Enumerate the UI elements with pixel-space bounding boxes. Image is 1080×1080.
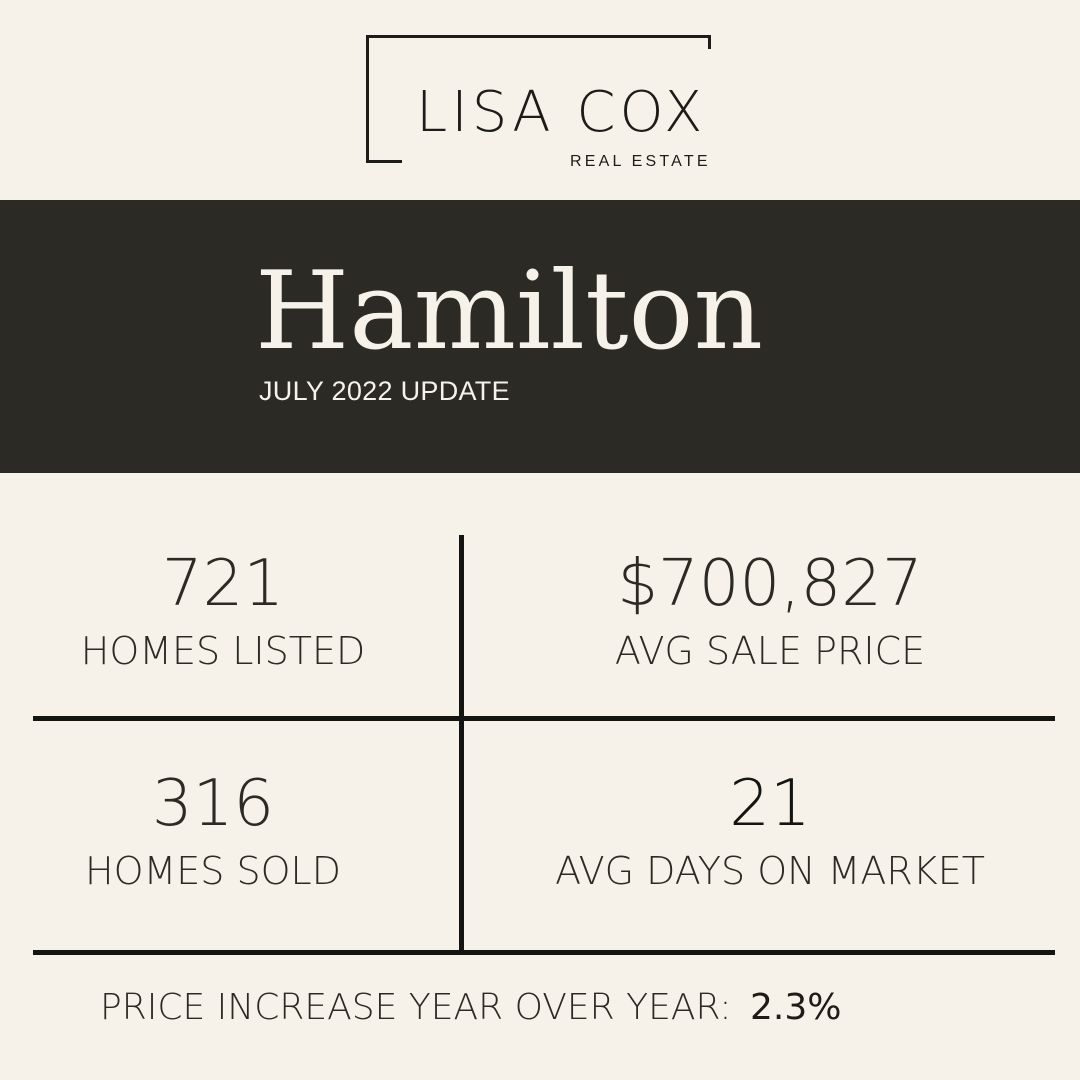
stat-label: AVG DAYS ON MARKET bbox=[555, 849, 985, 893]
stat-value: 316 bbox=[151, 767, 275, 841]
price-increase-value: 2.3% bbox=[749, 987, 842, 1028]
stat-value: $700,827 bbox=[617, 547, 923, 621]
city-title: Hamilton bbox=[255, 249, 764, 374]
stat-homes-listed: 721 HOMES LISTED bbox=[33, 552, 413, 670]
stat-label: HOMES LISTED bbox=[80, 629, 366, 673]
price-increase-label: PRICE INCREASE YEAR OVER YEAR: bbox=[100, 987, 732, 1028]
stat-homes-sold: 316 HOMES SOLD bbox=[23, 772, 403, 890]
stat-label: AVG SALE PRICE bbox=[614, 629, 926, 673]
stat-avg-sale-price: $700,827 AVG SALE PRICE bbox=[470, 552, 1070, 670]
grid-divider-middle bbox=[33, 716, 1055, 721]
logo-tagline: REAL ESTATE bbox=[570, 153, 711, 170]
stat-label: HOMES SOLD bbox=[85, 849, 341, 893]
stat-value: 21 bbox=[729, 767, 811, 841]
stat-avg-days-on-market: 21 AVG DAYS ON MARKET bbox=[465, 772, 1075, 890]
title-banner: Hamilton JULY 2022 UPDATE bbox=[0, 200, 1080, 473]
price-increase-line: PRICE INCREASE YEAR OVER YEAR: 2.3% bbox=[100, 990, 841, 1026]
update-subtitle: JULY 2022 UPDATE bbox=[259, 376, 510, 406]
stat-value: 721 bbox=[161, 547, 285, 621]
grid-divider-bottom bbox=[33, 950, 1055, 955]
logo-wordmark: LISA COX bbox=[416, 80, 707, 145]
grid-divider-vertical bbox=[459, 535, 464, 953]
logo-frame bbox=[366, 35, 711, 163]
brand-logo: LISA COX REAL ESTATE bbox=[366, 35, 718, 175]
